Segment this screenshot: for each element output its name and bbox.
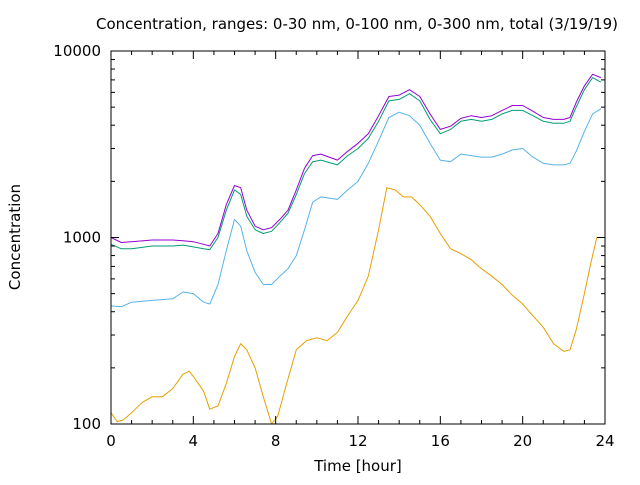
x-tick-label: 12	[348, 432, 367, 450]
x-axis-label: Time [hour]	[313, 457, 402, 475]
series-layer	[110, 73, 602, 425]
x-tick-label: 20	[513, 432, 532, 450]
series-line-0	[110, 187, 601, 425]
y-tick-label: 1000	[63, 229, 101, 247]
y-axis-label: Concentration	[6, 184, 24, 290]
x-tick-label: 24	[595, 432, 614, 450]
series-line-3	[110, 73, 602, 247]
y-tick-label: 100	[72, 415, 101, 433]
series-line-2	[110, 77, 602, 251]
plot-frame	[110, 50, 606, 425]
x-tick-label: 16	[431, 432, 450, 450]
x-tick-label: 8	[271, 432, 281, 450]
axes-layer: 0 4 8 12 16 20 24 100 1000 10000	[53, 42, 614, 450]
chart-title: Concentration, ranges: 0-30 nm, 0-100 nm…	[96, 15, 618, 33]
y-tick-label: 10000	[53, 42, 101, 60]
x-tick-label: 4	[189, 432, 199, 450]
series-line-1	[110, 108, 602, 308]
x-tick-label: 0	[106, 432, 116, 450]
